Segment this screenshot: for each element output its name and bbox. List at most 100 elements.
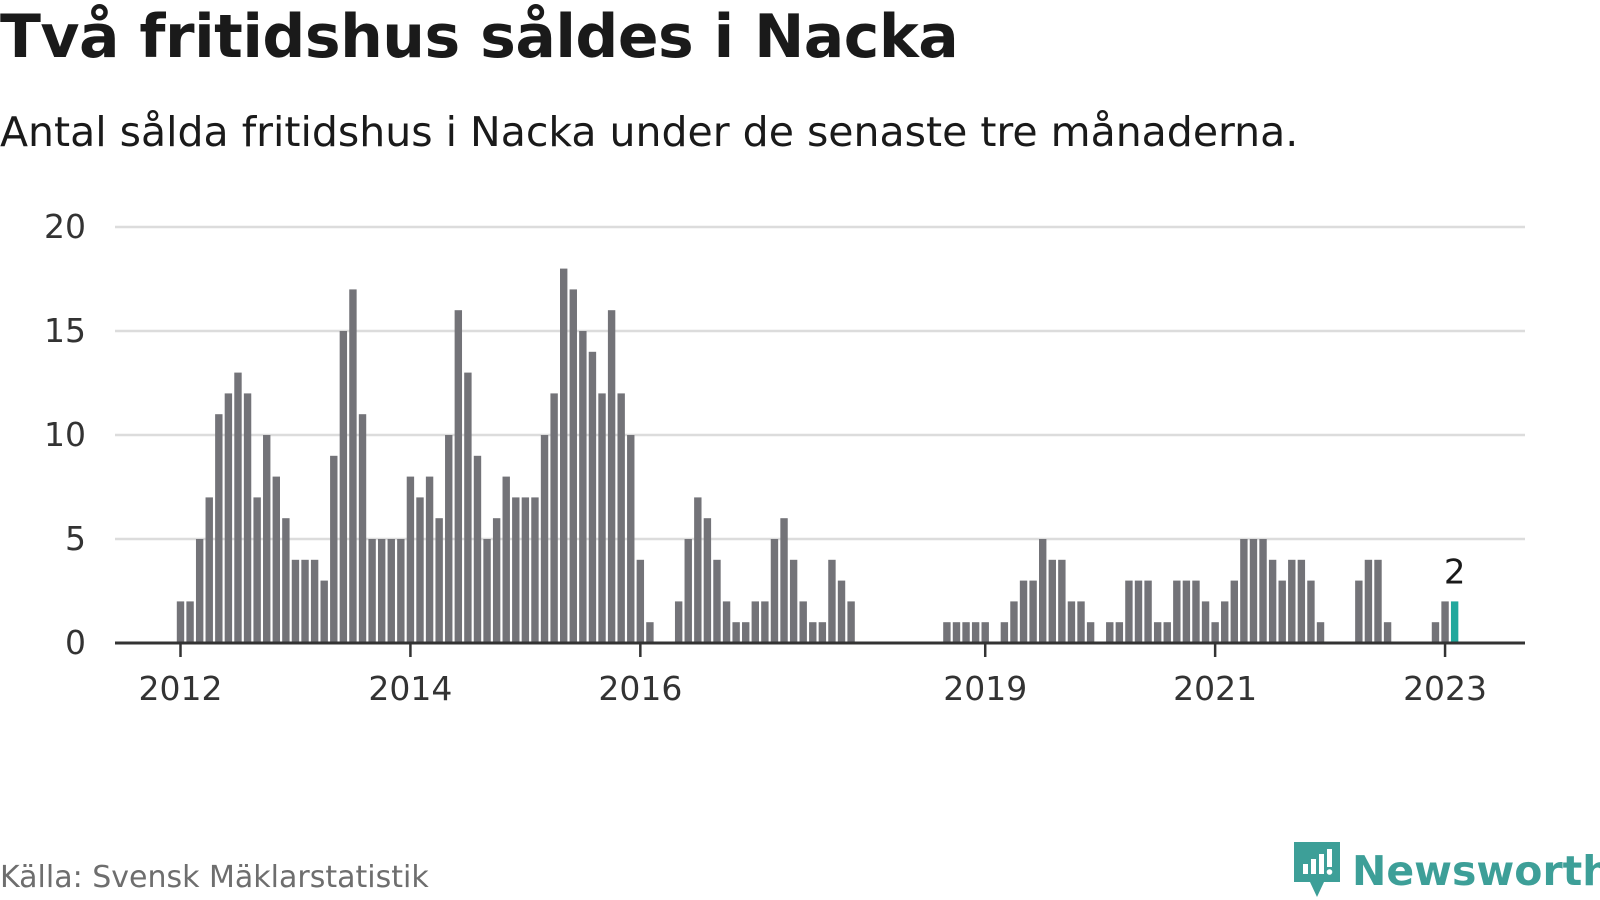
bar [1144, 580, 1152, 643]
bar [301, 559, 309, 643]
bar [215, 414, 223, 643]
bar [1153, 622, 1162, 643]
bar [387, 539, 395, 643]
bar [627, 435, 635, 643]
bar [722, 601, 731, 643]
bar [425, 476, 434, 643]
bar [1019, 580, 1028, 643]
y-tick-label: 0 [65, 623, 86, 662]
bar [818, 622, 827, 643]
bar [521, 497, 530, 643]
bar [282, 518, 290, 643]
x-axis-ticks: 2012 2014 2016 2019 2021 2023 [139, 643, 1487, 708]
bar [291, 559, 300, 643]
bar [674, 601, 683, 643]
bar [1010, 601, 1018, 643]
bar [971, 622, 980, 643]
bar [828, 559, 836, 643]
bar [1173, 580, 1181, 643]
newsworthy-logo: Newsworthy [1292, 842, 1600, 899]
bar [607, 310, 616, 643]
bar [943, 622, 951, 643]
bar [1134, 580, 1143, 643]
bars [176, 268, 1459, 643]
bar [234, 372, 242, 643]
bar [713, 559, 721, 643]
bar [368, 539, 376, 643]
bar [636, 559, 645, 643]
bar [397, 539, 405, 643]
bar [320, 580, 328, 643]
source-note: Källa: Svensk Mäklarstatistik [0, 860, 429, 895]
bar [195, 539, 204, 643]
bar [531, 497, 539, 643]
bar [1192, 580, 1200, 643]
y-tick-label: 10 [44, 415, 86, 454]
bar [1374, 559, 1382, 643]
y-tick-label: 15 [44, 311, 86, 350]
bar [1201, 601, 1210, 643]
bar [1288, 559, 1296, 643]
bar [1067, 601, 1076, 643]
bar [1163, 622, 1171, 643]
bar [339, 331, 348, 643]
bar [473, 455, 482, 643]
bar [1383, 622, 1392, 643]
bar [1211, 622, 1219, 643]
bar [598, 393, 606, 643]
bar [406, 476, 415, 643]
bar [253, 497, 261, 643]
x-tick-label: 2016 [598, 669, 682, 708]
bar [454, 310, 463, 643]
brand-name: Newsworthy [1352, 847, 1600, 895]
bar [358, 414, 367, 643]
bar [1106, 622, 1114, 643]
bar [962, 622, 970, 643]
bar [243, 393, 252, 643]
bar [1441, 601, 1449, 643]
bar [435, 518, 443, 643]
x-tick-label: 2021 [1173, 669, 1257, 708]
bar [617, 393, 625, 643]
bar [1000, 622, 1009, 643]
bar [952, 622, 961, 643]
annotations: 2 [1444, 552, 1466, 592]
bar [1077, 601, 1085, 643]
gridlines [115, 225, 1525, 541]
bar [1259, 539, 1267, 643]
bar [770, 539, 779, 643]
bar [742, 622, 750, 643]
bar [1125, 580, 1133, 643]
chart-subtitle: Antal sålda fritidshus i Nacka under de … [0, 108, 1299, 156]
bar [560, 268, 568, 643]
bar [272, 476, 280, 643]
bar [377, 539, 386, 643]
bar [789, 559, 798, 643]
bar [761, 601, 769, 643]
bar [330, 455, 338, 643]
bar [732, 622, 740, 643]
bar [1431, 622, 1440, 643]
bar [588, 351, 597, 643]
bar [349, 289, 357, 643]
bar [1221, 601, 1229, 643]
highlight-value-label: 2 [1444, 552, 1466, 592]
bar [837, 580, 846, 643]
y-axis-ticks: 0 5 10 15 20 [44, 207, 86, 662]
bar [1086, 622, 1095, 643]
bar [579, 331, 587, 643]
bar [1182, 580, 1191, 643]
bar [780, 518, 788, 643]
bar [492, 518, 501, 643]
bar [186, 601, 194, 643]
bar [646, 622, 654, 643]
bar [703, 518, 712, 643]
bar [694, 497, 702, 643]
bar [1297, 559, 1306, 643]
bar-chart: 0 5 10 15 20 2012 2014 2016 2019 2021 2023 2 [44, 207, 1525, 708]
chart-title: Två fritidshus såldes i Nacka [0, 2, 959, 72]
bar [1230, 580, 1238, 643]
x-tick-label: 2012 [139, 669, 223, 708]
bar [464, 372, 472, 643]
bar [847, 601, 855, 643]
